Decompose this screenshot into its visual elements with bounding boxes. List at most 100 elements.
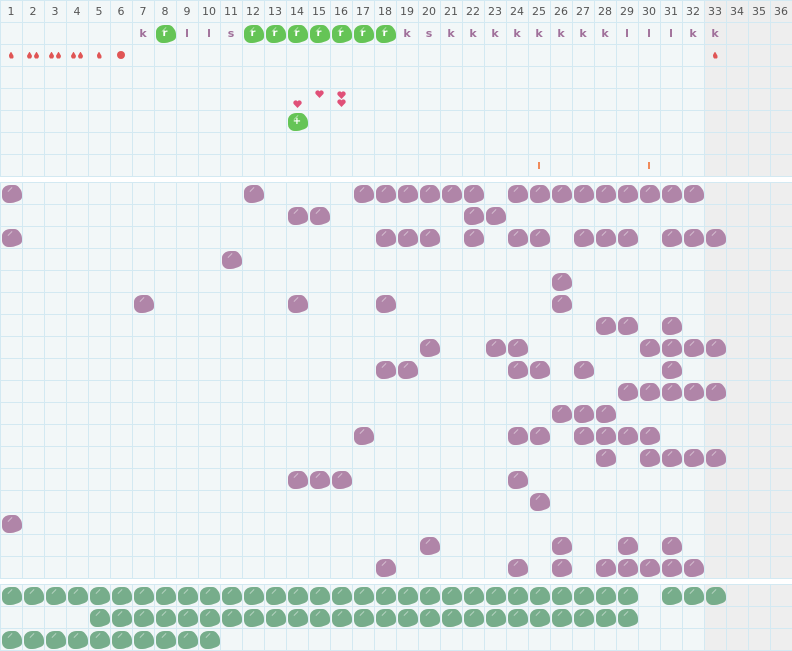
- purple-blob-cell[interactable]: [660, 556, 682, 578]
- drops-cell[interactable]: [22, 44, 44, 66]
- column-header[interactable]: 19: [400, 4, 414, 18]
- purple-blob-cell[interactable]: [594, 226, 616, 248]
- purple-blob-cell[interactable]: [572, 402, 594, 424]
- purple-blob-cell[interactable]: [484, 336, 506, 358]
- purple-blob-cell[interactable]: [528, 226, 550, 248]
- teal-blob-cell[interactable]: [110, 584, 132, 606]
- purple-blob-cell[interactable]: [528, 182, 550, 204]
- purple-blob-cell[interactable]: [352, 182, 374, 204]
- teal-blob-cell[interactable]: [528, 584, 550, 606]
- purple-blob-cell[interactable]: [418, 182, 440, 204]
- purple-blob-cell[interactable]: [682, 336, 704, 358]
- mark-cell[interactable]: l: [669, 26, 673, 40]
- purple-blob-cell[interactable]: [286, 292, 308, 314]
- purple-blob-cell[interactable]: [616, 424, 638, 446]
- purple-blob-cell[interactable]: [374, 226, 396, 248]
- purple-blob-cell[interactable]: [638, 182, 660, 204]
- purple-blob-cell[interactable]: [220, 248, 242, 270]
- column-header[interactable]: 8: [161, 4, 169, 18]
- column-header[interactable]: 20: [422, 4, 436, 18]
- purple-blob-cell[interactable]: [374, 556, 396, 578]
- purple-blob-cell[interactable]: [616, 534, 638, 556]
- teal-blob-cell[interactable]: [660, 584, 682, 606]
- purple-blob-cell[interactable]: [528, 424, 550, 446]
- teal-blob-cell[interactable]: [286, 606, 308, 628]
- purple-blob-cell[interactable]: [616, 314, 638, 336]
- teal-blob-cell[interactable]: [132, 628, 154, 650]
- teal-blob-cell[interactable]: [462, 606, 484, 628]
- purple-blob-cell[interactable]: [374, 358, 396, 380]
- teal-blob-cell[interactable]: [616, 606, 638, 628]
- purple-blob-cell[interactable]: [660, 314, 682, 336]
- mark-cell[interactable]: k: [579, 26, 587, 40]
- column-header[interactable]: 27: [576, 4, 590, 18]
- purple-blob-cell[interactable]: [506, 358, 528, 380]
- mark-cell[interactable]: k: [711, 26, 719, 40]
- hearts-cell[interactable]: [308, 88, 330, 110]
- purple-blob-cell[interactable]: [374, 292, 396, 314]
- mark-cell[interactable]: k: [535, 26, 543, 40]
- teal-blob-cell[interactable]: [242, 584, 264, 606]
- teal-blob-cell[interactable]: [242, 606, 264, 628]
- purple-blob-cell[interactable]: [286, 468, 308, 490]
- teal-blob-cell[interactable]: [506, 584, 528, 606]
- drops-cell[interactable]: [704, 44, 726, 66]
- purple-blob-cell[interactable]: [374, 182, 396, 204]
- purple-blob-cell[interactable]: [616, 380, 638, 402]
- drops-cell[interactable]: [110, 44, 132, 66]
- mark-cell[interactable]: l: [185, 26, 189, 40]
- purple-blob-cell[interactable]: [352, 424, 374, 446]
- teal-blob-cell[interactable]: [66, 584, 88, 606]
- purple-blob-cell[interactable]: [506, 468, 528, 490]
- mark-cell[interactable]: r: [242, 22, 264, 44]
- purple-blob-cell[interactable]: [594, 314, 616, 336]
- purple-blob-cell[interactable]: [418, 534, 440, 556]
- purple-blob-cell[interactable]: [462, 226, 484, 248]
- column-header[interactable]: 18: [378, 4, 392, 18]
- teal-blob-cell[interactable]: [110, 606, 132, 628]
- teal-blob-cell[interactable]: [616, 584, 638, 606]
- teal-blob-cell[interactable]: [198, 628, 220, 650]
- drops-cell[interactable]: [88, 44, 110, 66]
- teal-blob-cell[interactable]: [264, 584, 286, 606]
- column-header[interactable]: 6: [117, 4, 125, 18]
- mark-cell[interactable]: s: [227, 26, 235, 40]
- mark-cell[interactable]: k: [469, 26, 477, 40]
- purple-blob-cell[interactable]: [0, 182, 22, 204]
- purple-blob-cell[interactable]: [638, 556, 660, 578]
- column-header[interactable]: 4: [73, 4, 81, 18]
- purple-blob-cell[interactable]: [550, 270, 572, 292]
- teal-blob-cell[interactable]: [0, 584, 22, 606]
- teal-blob-cell[interactable]: [308, 606, 330, 628]
- purple-blob-cell[interactable]: [594, 556, 616, 578]
- drops-cell[interactable]: [66, 44, 88, 66]
- mark-cell[interactable]: k: [513, 26, 521, 40]
- purple-blob-cell[interactable]: [286, 204, 308, 226]
- teal-blob-cell[interactable]: [572, 606, 594, 628]
- column-header[interactable]: 3: [51, 4, 59, 18]
- column-header[interactable]: 5: [95, 4, 103, 18]
- column-header[interactable]: 36: [774, 4, 788, 18]
- mark-cell[interactable]: r: [374, 22, 396, 44]
- purple-blob-cell[interactable]: [242, 182, 264, 204]
- teal-blob-cell[interactable]: [440, 584, 462, 606]
- purple-blob-cell[interactable]: [660, 358, 682, 380]
- column-header[interactable]: 35: [752, 4, 766, 18]
- teal-blob-cell[interactable]: [418, 584, 440, 606]
- teal-blob-cell[interactable]: [462, 584, 484, 606]
- teal-blob-cell[interactable]: [176, 584, 198, 606]
- purple-blob-cell[interactable]: [616, 182, 638, 204]
- teal-blob-cell[interactable]: [44, 628, 66, 650]
- teal-blob-cell[interactable]: [154, 584, 176, 606]
- teal-blob-cell[interactable]: [330, 584, 352, 606]
- purple-blob-cell[interactable]: [396, 226, 418, 248]
- purple-blob-cell[interactable]: [462, 182, 484, 204]
- teal-blob-cell[interactable]: [484, 584, 506, 606]
- mark-cell[interactable]: k: [601, 26, 609, 40]
- hearts-cell[interactable]: [330, 88, 352, 110]
- purple-blob-cell[interactable]: [330, 468, 352, 490]
- teal-blob-cell[interactable]: [352, 584, 374, 606]
- purple-blob-cell[interactable]: [308, 468, 330, 490]
- teal-blob-cell[interactable]: [572, 584, 594, 606]
- column-header[interactable]: 2: [29, 4, 37, 18]
